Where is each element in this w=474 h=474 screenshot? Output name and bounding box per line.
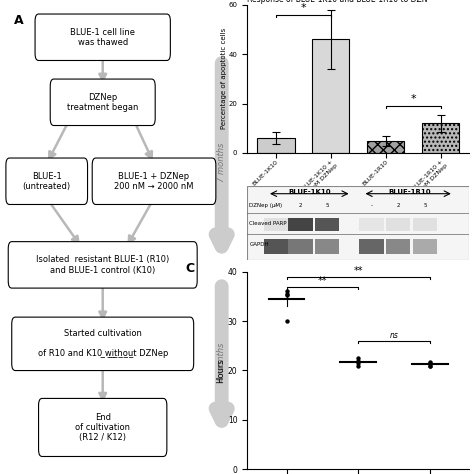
FancyBboxPatch shape — [92, 158, 216, 204]
Text: BLUE-1 + DZNep
200 nM → 2000 nM: BLUE-1 + DZNep 200 nM → 2000 nM — [114, 172, 194, 191]
Bar — [359, 239, 384, 254]
Text: C: C — [185, 262, 194, 275]
Bar — [315, 218, 339, 231]
Text: B: B — [185, 0, 194, 3]
Point — [283, 290, 290, 298]
Text: -: - — [275, 203, 277, 208]
Bar — [359, 218, 384, 231]
Text: BLUE-1 cell line
was thawed: BLUE-1 cell line was thawed — [70, 27, 135, 47]
Text: of R10 and K10 ̲w̲i̲t̲h̲o̲u̲t DZNep: of R10 and K10 ̲w̲i̲t̲h̲o̲u̲t DZNep — [37, 349, 168, 357]
Bar — [412, 239, 437, 254]
FancyBboxPatch shape — [12, 317, 194, 371]
Bar — [422, 123, 459, 153]
Text: A: A — [14, 14, 24, 27]
Text: End
of cultivation
(R12 / K12): End of cultivation (R12 / K12) — [75, 412, 130, 442]
Text: 5: 5 — [325, 203, 329, 208]
Y-axis label: Percentage of apoptotic cells: Percentage of apoptotic cells — [221, 28, 227, 129]
FancyBboxPatch shape — [8, 242, 197, 288]
Point — [355, 359, 362, 367]
Text: Started cultivation: Started cultivation — [64, 329, 142, 338]
Text: 5: 5 — [423, 203, 427, 208]
Text: 2: 2 — [396, 203, 400, 208]
Point — [283, 292, 290, 299]
Bar — [264, 218, 288, 231]
Bar — [288, 218, 313, 231]
Point — [283, 288, 290, 295]
FancyBboxPatch shape — [50, 79, 155, 126]
Bar — [386, 239, 410, 254]
Text: 7 months: 7 months — [217, 143, 226, 182]
Y-axis label: Hours: Hours — [216, 358, 225, 383]
FancyBboxPatch shape — [38, 399, 167, 456]
Bar — [412, 218, 437, 231]
Point — [355, 357, 362, 365]
Point — [426, 362, 434, 369]
Point — [426, 359, 434, 367]
Text: DZNep (μM): DZNep (μM) — [249, 203, 283, 208]
Point — [426, 362, 434, 369]
Point — [355, 362, 362, 369]
FancyBboxPatch shape — [6, 158, 88, 204]
Point — [355, 355, 362, 362]
Text: -: - — [371, 203, 373, 208]
Text: Cleaved PARP: Cleaved PARP — [249, 221, 287, 226]
Bar — [288, 239, 313, 254]
Bar — [367, 141, 404, 153]
Text: BLUE-1K10: BLUE-1K10 — [288, 189, 331, 194]
FancyBboxPatch shape — [35, 14, 170, 61]
Text: DZNep
treatment began: DZNep treatment began — [67, 92, 138, 112]
Text: 4 months: 4 months — [217, 343, 226, 382]
Text: BLUE-1R10: BLUE-1R10 — [388, 189, 430, 194]
Bar — [264, 239, 288, 254]
Text: BLUE-1
(untreated): BLUE-1 (untreated) — [23, 172, 71, 191]
Text: *: * — [301, 3, 306, 13]
Text: ns: ns — [390, 331, 399, 340]
Point — [283, 317, 290, 325]
Text: Response of BLUE-1K10 and BLUE-1R10 to DZN: Response of BLUE-1K10 and BLUE-1R10 to D… — [247, 0, 428, 4]
Text: **: ** — [318, 275, 327, 285]
Text: 2: 2 — [299, 203, 302, 208]
Bar — [257, 138, 294, 153]
Bar — [315, 239, 339, 254]
Text: *: * — [410, 94, 416, 104]
Text: GAPDH: GAPDH — [249, 242, 269, 246]
Bar — [312, 39, 349, 153]
Text: **: ** — [354, 265, 363, 276]
Point — [426, 358, 434, 365]
Text: Isolated  resistant BLUE-1 (R10)
and BLUE-1 control (K10): Isolated resistant BLUE-1 (R10) and BLUE… — [36, 255, 169, 274]
Bar — [386, 218, 410, 231]
